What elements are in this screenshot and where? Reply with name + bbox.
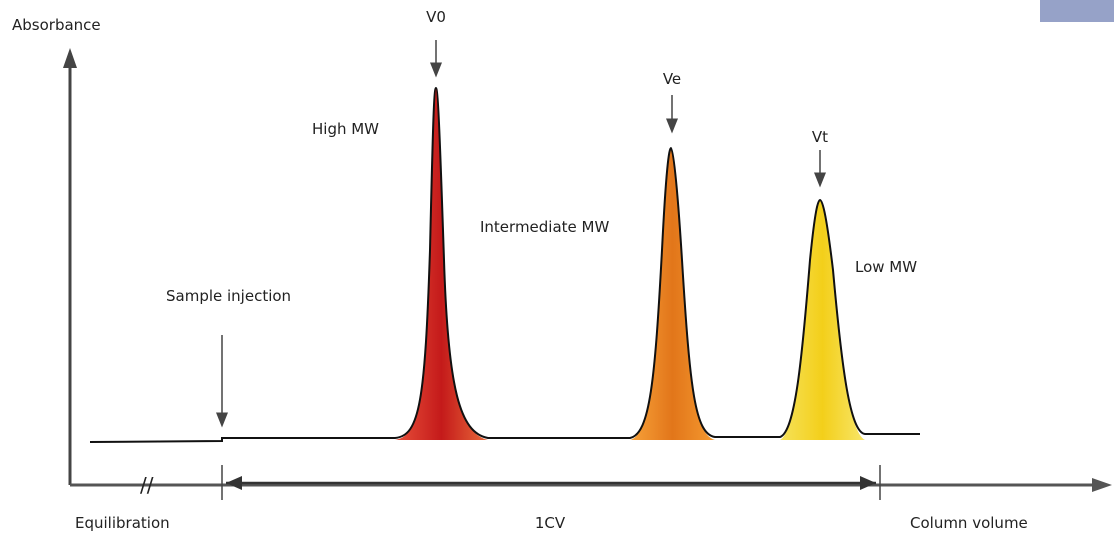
equilibration-label: Equilibration <box>75 514 170 532</box>
low-mw-peak <box>780 200 865 440</box>
high-mw-label: High MW <box>312 120 379 138</box>
y-axis-label: Absorbance <box>12 16 101 34</box>
chromatogram-diagram: // Absorbance V0 Ve Vt High MW Intermedi… <box>0 0 1114 536</box>
v0-label: V0 <box>426 8 446 26</box>
corner-image <box>1040 0 1114 22</box>
intermediate-mw-peak <box>630 148 715 440</box>
sample-injection-label: Sample injection <box>166 287 291 305</box>
x-axis-arrow <box>1092 478 1112 492</box>
page: {"y_axis_label": "Absorbance", "x_axis_l… <box>0 0 1114 536</box>
one-cv-label: 1CV <box>535 514 566 532</box>
high-mw-peak <box>395 88 488 440</box>
y-axis-arrow <box>63 48 77 68</box>
chromatogram-trace <box>90 88 920 442</box>
x-axis-label: Column volume <box>910 514 1028 532</box>
vt-label: Vt <box>812 128 828 146</box>
ve-label: Ve <box>663 70 681 88</box>
intermediate-mw-label: Intermediate MW <box>480 218 609 236</box>
axis-break: // <box>140 473 154 497</box>
low-mw-label: Low MW <box>855 258 917 276</box>
